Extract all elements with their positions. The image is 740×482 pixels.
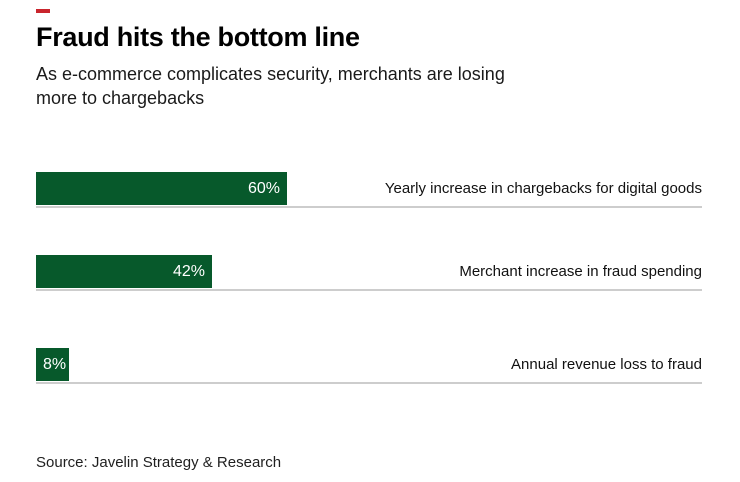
bar-category-label: Merchant increase in fraud spending xyxy=(459,263,702,280)
bar-revenue-loss: 8% xyxy=(36,348,69,381)
page-title: Fraud hits the bottom line xyxy=(36,22,360,52)
bar-value-label: 42% xyxy=(172,263,205,280)
bar-value-label: 8% xyxy=(43,356,67,373)
subtitle-line-2: more to chargebacks xyxy=(36,88,205,108)
chart-row: 8% Annual revenue loss to fraud xyxy=(36,348,702,384)
brand-accent-dash xyxy=(36,9,50,13)
row-baseline xyxy=(36,206,702,208)
bar-category-label: Yearly increase in chargebacks for digit… xyxy=(384,180,702,197)
bar-chargebacks-digital-goods: 60% xyxy=(36,172,287,205)
chart-row: 42% Merchant increase in fraud spending xyxy=(36,255,702,291)
row-baseline xyxy=(36,289,702,291)
bar-chart: 60% Yearly increase in chargebacks for d… xyxy=(36,0,702,482)
subtitle-line-1: As e-commerce complicates security, merc… xyxy=(36,64,505,84)
row-baseline xyxy=(36,382,702,384)
bar-value-label: 60% xyxy=(247,180,280,197)
page-subtitle: As e-commerce complicates security, merc… xyxy=(36,62,505,110)
bar-fraud-spending: 42% xyxy=(36,255,212,288)
source-attribution: Source: Javelin Strategy & Research xyxy=(36,454,282,471)
chart-row: 60% Yearly increase in chargebacks for d… xyxy=(36,172,702,208)
bar-category-label: Annual revenue loss to fraud xyxy=(511,356,702,373)
